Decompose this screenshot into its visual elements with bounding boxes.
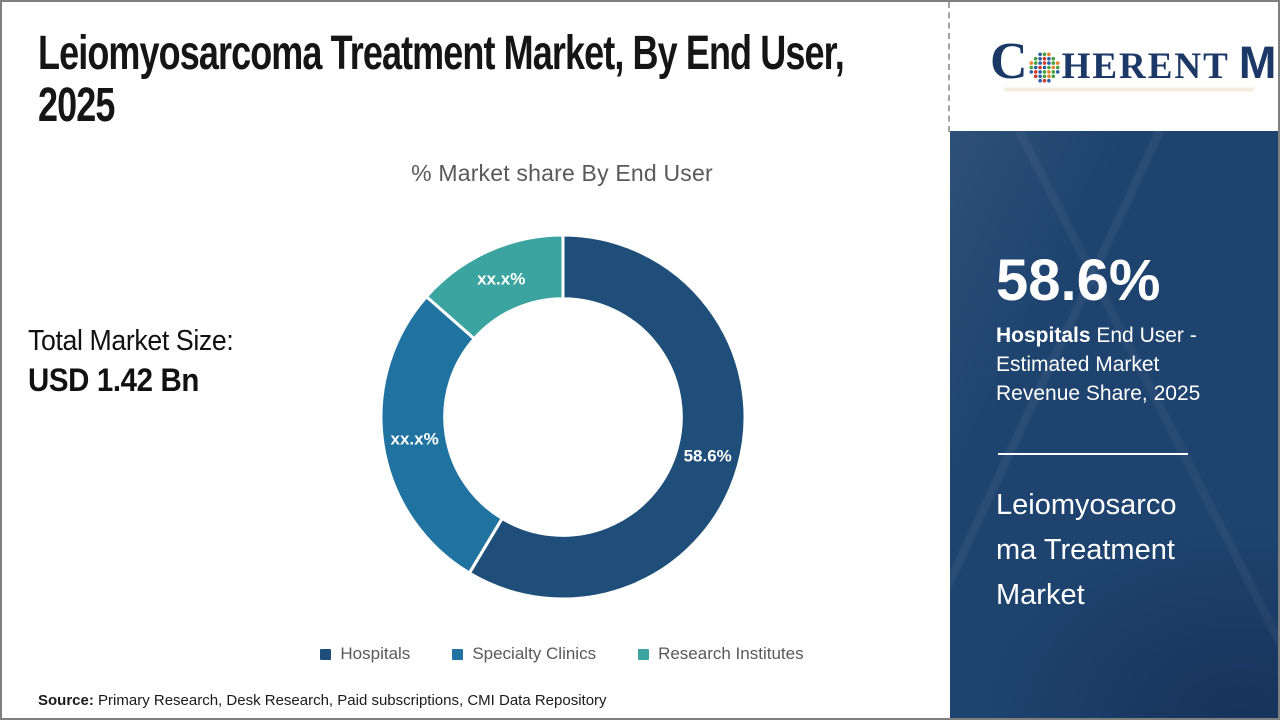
page-title-line2: 2025: [38, 79, 115, 132]
sidebar-divider: [998, 453, 1188, 455]
legend-label: Hospitals: [340, 644, 411, 663]
legend-item-hospitals: Hospitals: [320, 644, 410, 664]
page-title: Leiomyosarcoma Treatment Market, By End …: [38, 28, 938, 132]
sidebar-market-name: Leiomyosarcoma Treatment Market: [996, 489, 1177, 611]
logo-letters-herent: HERENT: [1061, 46, 1230, 87]
donut-label-specialty-clinics: xx.x%: [391, 430, 439, 449]
donut-label-research-institutes: xx.x%: [477, 270, 525, 289]
sidebar-stat-label-rest: End User - Estimated Market Revenue Shar…: [996, 324, 1201, 405]
donut-segment-research-institutes: [424, 233, 565, 341]
logo-tagline-strip: [1004, 88, 1254, 91]
page-title-line1: Leiomyosarcoma Treatment Market, By End …: [38, 27, 845, 80]
header-dashed-divider: [948, 2, 950, 132]
brand-logo: C HERENT M: [990, 33, 1278, 90]
legend-label: Specialty Clinics: [472, 644, 597, 663]
total-market-size-block: Total Market Size: USD 1.42 Bn: [28, 322, 251, 400]
legend-label: Research Institutes: [658, 644, 804, 663]
logo-letter-c: C: [990, 33, 1028, 90]
source-label: Source:: [38, 692, 94, 709]
sidebar-stat-description: Hospitals End User - Estimated Market Re…: [996, 321, 1231, 408]
source-text: Primary Research, Desk Research, Paid su…: [93, 692, 607, 709]
sidebar: 58.6% Hospitals End User - Estimated Mar…: [950, 131, 1278, 718]
chart-legend: Hospitals Specialty Clinics Research Insti…: [122, 644, 1002, 664]
logo-letter-m: M: [1238, 37, 1276, 88]
legend-swatch-icon: [452, 648, 464, 660]
source-line: Source: Primary Research, Desk Research,…: [38, 692, 607, 709]
legend-item-research-institutes: Research Institutes: [638, 644, 804, 664]
donut-chart: 58.6% xx.x% xx.x%: [379, 233, 747, 601]
donut-segment-specialty-clinics: [379, 295, 504, 575]
donut-label-hospitals: 58.6%: [684, 447, 732, 466]
total-market-size-label: Total Market Size:: [28, 325, 234, 357]
sidebar-stat-value: 58.6%: [996, 248, 1161, 313]
chart-title: % Market share By End User: [411, 160, 713, 186]
sidebar-stat-segment-name: Hospitals: [996, 324, 1091, 347]
donut-segment-hospitals: [467, 233, 747, 601]
total-market-size-value: USD 1.42 Bn: [28, 362, 200, 398]
legend-swatch-icon: [638, 648, 650, 660]
legend-item-specialty-clinics: Specialty Clinics: [452, 644, 596, 664]
legend-swatch-icon: [320, 648, 332, 660]
globe-dots-icon: [1028, 51, 1061, 84]
